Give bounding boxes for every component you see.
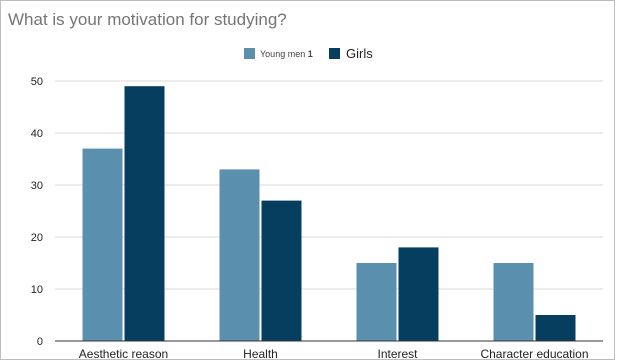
bar-girls <box>535 315 576 341</box>
bar-young-men <box>493 263 534 341</box>
chart-title: What is your motivation for studying? <box>8 10 287 29</box>
bar-girls <box>124 86 165 341</box>
x-category-label: Character education <box>480 347 588 361</box>
x-category-label: Health <box>243 347 278 361</box>
legend-label-young-men: Young men 1 <box>260 49 313 59</box>
bar-young-men <box>82 148 123 341</box>
legend-swatch-girls <box>329 48 340 59</box>
x-category-label: Interest <box>377 347 418 361</box>
x-axis-categories: Aesthetic reason Health Interest Character … <box>79 347 589 361</box>
bar-girls <box>398 247 439 341</box>
x-category-label: Aesthetic reason <box>79 347 168 361</box>
legend: Young men 1 Girls <box>244 46 373 61</box>
bar-young-men <box>219 169 260 341</box>
y-tick-label: 30 <box>31 180 43 192</box>
y-tick-label: 10 <box>31 284 43 296</box>
y-tick-label: 40 <box>31 128 43 140</box>
legend-label-girls: Girls <box>346 46 373 61</box>
y-tick-label: 0 <box>37 336 43 348</box>
bar-girls <box>261 200 302 341</box>
legend-swatch-young-men <box>244 48 255 59</box>
y-axis-ticks: 0 10 20 30 40 50 <box>31 76 43 348</box>
bar-young-men <box>356 263 397 341</box>
y-tick-label: 20 <box>31 232 43 244</box>
y-tick-label: 50 <box>31 76 43 88</box>
bars <box>82 86 576 341</box>
